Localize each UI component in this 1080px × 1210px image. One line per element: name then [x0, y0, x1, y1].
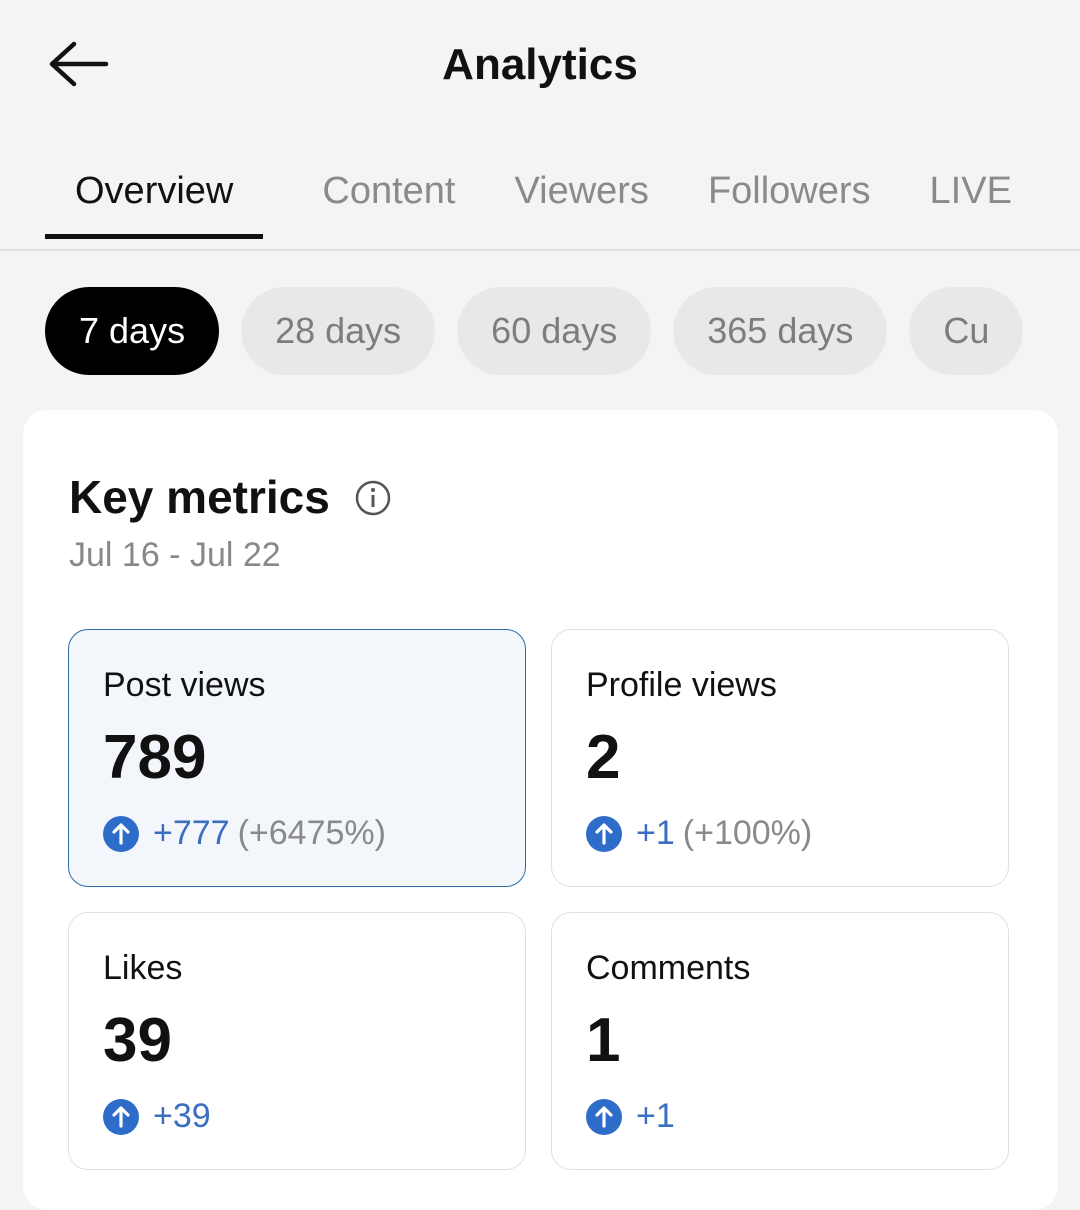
up-icon	[586, 1098, 622, 1135]
info-icon[interactable]	[354, 479, 392, 517]
metric-value: 39	[103, 1006, 172, 1075]
analytics-screen: Analytics Overview Content Viewers Follower…	[0, 40, 1080, 1210]
page: {"header": {"title": "Analytics"}, "tabs…	[0, 40, 1080, 1210]
metric-change: +1	[586, 1097, 675, 1136]
change-value: +1	[636, 1097, 675, 1135]
metric-label: Post views	[103, 666, 266, 704]
fade	[1020, 140, 1080, 248]
change-percent: (+100%)	[682, 814, 813, 852]
page-title: Analytics	[442, 40, 638, 89]
metric-value: 1	[586, 1006, 621, 1075]
tab[interactable]: Viewers	[514, 170, 649, 212]
range-pill[interactable]: 7 days	[45, 287, 220, 375]
back-button[interactable]	[48, 40, 110, 90]
tab[interactable]: Overview	[45, 170, 264, 239]
metric-label: Likes	[103, 949, 183, 987]
date-range: Jul 16 - Jul 22	[69, 536, 281, 574]
change-percent: (+6475%)	[237, 814, 386, 852]
metric-tile[interactable]: Profile views 2 +1 (+100%)	[551, 629, 1009, 887]
metric-label: Comments	[586, 949, 751, 987]
change-value: +1	[636, 814, 675, 852]
metric-change: +1 (+100%)	[586, 814, 812, 853]
up-icon	[586, 815, 622, 852]
metric-value: 789	[103, 723, 207, 792]
metric-change: +777 (+6475%)	[103, 814, 386, 853]
tab[interactable]: Content	[322, 170, 456, 212]
metric-label: Profile views	[586, 666, 777, 704]
tab-bar: Overview Content Viewers Followers LIVE	[45, 170, 1071, 250]
tab[interactable]: LIVE	[929, 170, 1012, 212]
change-value: +777	[153, 814, 230, 852]
metric-value: 2	[586, 723, 621, 792]
change-value: +39	[153, 1097, 211, 1135]
up-icon	[103, 815, 139, 852]
card-title: Key metrics	[69, 471, 330, 523]
metric-tile[interactable]: Post views 789 +777 (+6475%)	[68, 629, 526, 887]
range-pill[interactable]: Cu	[909, 287, 1024, 375]
separator	[0, 249, 1080, 251]
up-icon	[103, 1098, 139, 1135]
range-pill[interactable]: 28 days	[241, 287, 436, 375]
range-bar: 7 days 28 days 60 days 365 days Cu	[45, 287, 1058, 375]
range-pill[interactable]: 60 days	[457, 287, 652, 375]
metric-change: +39	[103, 1097, 211, 1136]
range-pill[interactable]: 365 days	[673, 287, 888, 375]
metric-tile[interactable]: Likes 39 +39	[68, 912, 526, 1170]
metric-tile[interactable]: Comments 1 +1	[551, 912, 1009, 1170]
tab[interactable]: Followers	[707, 170, 871, 212]
